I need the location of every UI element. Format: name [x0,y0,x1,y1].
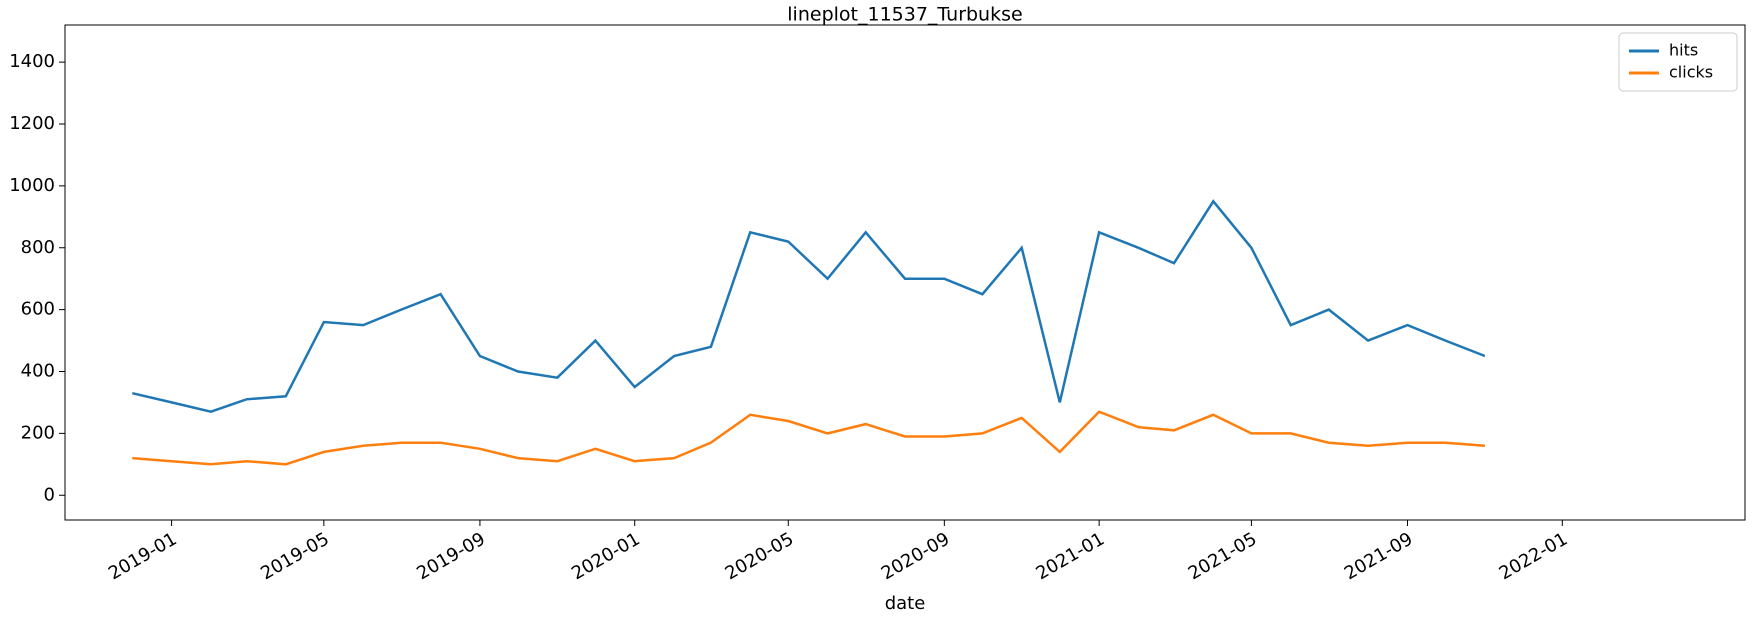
x-tick-label: 2021-09 [1341,528,1417,584]
x-tick-label: 2019-05 [257,528,333,584]
x-tick-label: 2021-01 [1032,528,1108,584]
y-tick-label: 400 [21,361,55,382]
x-tick-label: 2020-09 [878,528,954,584]
legend-label: clicks [1669,63,1713,82]
x-tick-label: 2022-01 [1496,528,1572,584]
y-tick-label: 800 [21,237,55,258]
y-tick-label: 1000 [9,175,55,196]
x-tick-label: 2020-05 [722,528,798,584]
plot-frame [64,24,1746,521]
y-tick-label: 1400 [9,51,55,72]
y-tick-label: 200 [21,422,55,443]
x-tick-label: 2019-01 [105,528,181,584]
legend-label: hits [1669,41,1698,60]
chart-title: lineplot_11537_Turbukse [787,4,1022,26]
legend-box [1618,32,1738,92]
x-tick-label: 2021-05 [1185,528,1261,584]
x-axis-label: date [885,593,926,614]
x-tick-label: 2020-01 [568,528,644,584]
y-tick-label: 0 [44,484,55,505]
y-tick-label: 600 [21,299,55,320]
y-tick-label: 1200 [9,113,55,134]
line-series [132,199,1486,414]
line-series [132,410,1485,466]
x-tick-label: 2019-09 [413,528,489,584]
